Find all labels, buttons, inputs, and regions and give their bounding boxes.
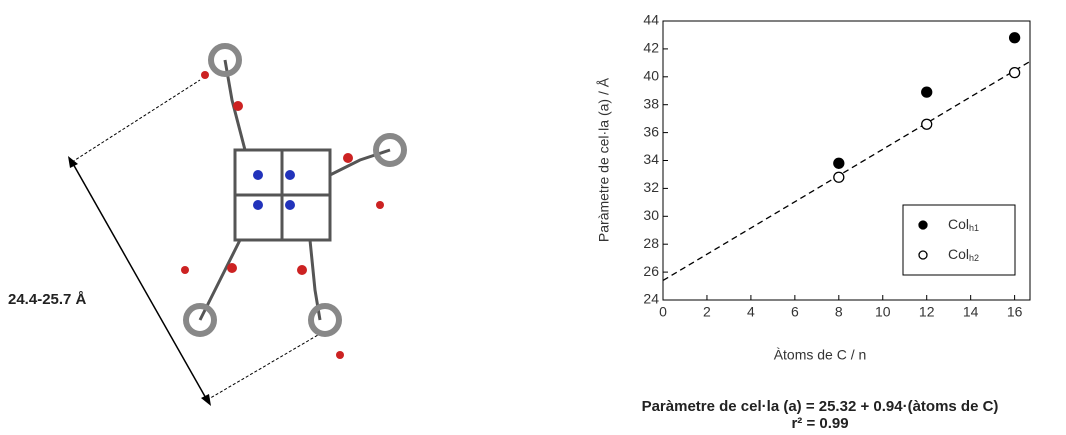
- y-tick-label: 32: [643, 179, 659, 195]
- y-tick-label: 24: [643, 291, 659, 307]
- o-atom: [343, 153, 353, 163]
- legend-name: Col: [948, 216, 969, 232]
- y-tick-label: 28: [643, 235, 659, 251]
- x-tick-label: 0: [659, 304, 667, 320]
- molecule: [68, 46, 404, 406]
- y-tick-label: 42: [643, 40, 659, 56]
- point: [922, 87, 932, 97]
- point: [922, 119, 932, 129]
- y-axis-title: Paràmetre de cel·la (a) / Å: [596, 77, 612, 242]
- dimension-arrow: [72, 162, 207, 400]
- n-atom: [253, 200, 263, 210]
- y-tick-label: 34: [643, 151, 659, 167]
- y-tick-label: 44: [643, 12, 659, 28]
- point: [1010, 33, 1020, 43]
- page: 24.4-25.7 Å Paràmetre de cel·la (a) = 25…: [0, 0, 1066, 435]
- legend-subscript: h1: [969, 223, 979, 233]
- o-atom: [297, 265, 307, 275]
- x-tick-label: 16: [1007, 304, 1023, 320]
- x-tick-label: 6: [791, 304, 799, 320]
- x-tick-label: 14: [963, 304, 979, 320]
- molecule-label: 24.4-25.7 Å: [8, 291, 87, 308]
- arrow-head: [201, 394, 211, 406]
- o-atom: [201, 71, 209, 79]
- aryl-ring: [311, 306, 339, 334]
- n-atom: [285, 170, 295, 180]
- o-atom: [227, 263, 237, 273]
- legend-marker: [919, 251, 927, 259]
- n-atom: [253, 170, 263, 180]
- y-tick-label: 26: [643, 263, 659, 279]
- x-tick-label: 12: [919, 304, 935, 320]
- o-atom: [181, 266, 189, 274]
- o-atom: [233, 101, 243, 111]
- arms: [200, 60, 390, 320]
- point: [834, 172, 844, 182]
- y-tick-label: 38: [643, 95, 659, 111]
- r-squared: r² = 0.99: [791, 415, 848, 432]
- figure: 24.4-25.7 Å Paràmetre de cel·la (a) = 25…: [0, 0, 1066, 435]
- x-tick-label: 10: [875, 304, 891, 320]
- porphyrin-core: [235, 150, 330, 240]
- x-tick-label: 8: [835, 304, 843, 320]
- x-axis-title: Àtoms de C / n: [774, 347, 867, 363]
- point: [834, 158, 844, 168]
- guide-line: [72, 80, 200, 162]
- legend-subscript: h2: [969, 253, 979, 263]
- x-tick-label: 4: [747, 304, 755, 320]
- point: [1010, 68, 1020, 78]
- y-tick-label: 30: [643, 207, 659, 223]
- y-tick-label: 40: [643, 68, 659, 84]
- y-tick-label: 36: [643, 123, 659, 139]
- legend-name: Col: [948, 246, 969, 262]
- equation: Paràmetre de cel·la (a) = 25.32 + 0.94·(…: [642, 398, 999, 415]
- o-atom: [336, 351, 344, 359]
- o-atom: [376, 201, 384, 209]
- legend-marker: [919, 221, 927, 229]
- arrow-head: [68, 156, 78, 168]
- n-atom: [285, 200, 295, 210]
- guide-line: [207, 335, 318, 400]
- x-tick-label: 2: [703, 304, 711, 320]
